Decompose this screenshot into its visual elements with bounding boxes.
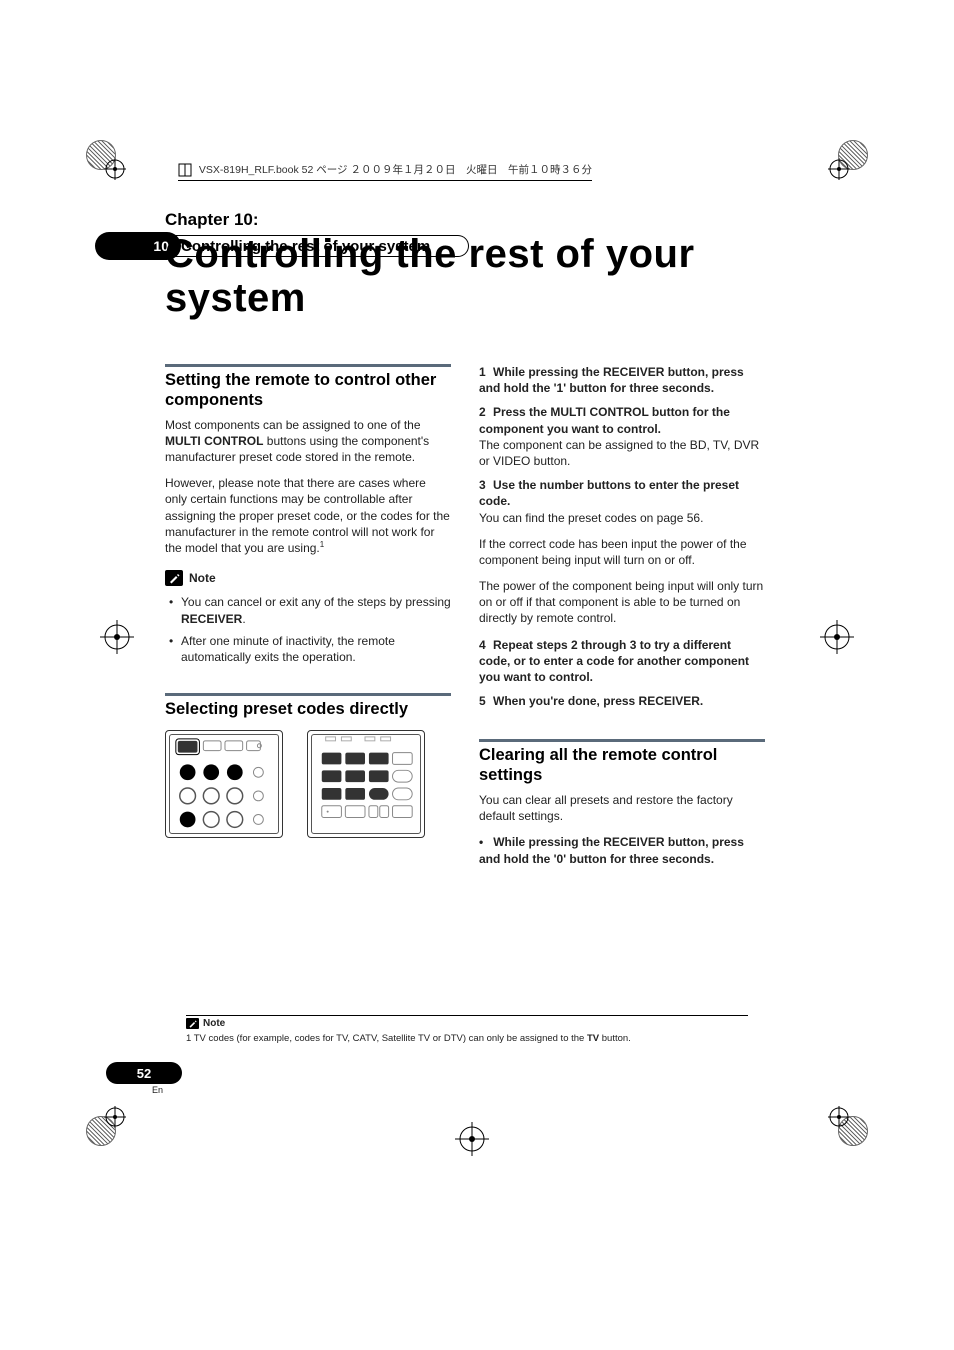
step-number: 3 bbox=[479, 477, 493, 493]
step-3: 3Use the number buttons to enter the pre… bbox=[479, 477, 765, 627]
step-body: If the correct code has been input the p… bbox=[479, 536, 765, 568]
remote-diagram-left bbox=[165, 730, 283, 838]
section-heading-preset-codes: Selecting preset codes directly bbox=[165, 700, 451, 720]
page-language: En bbox=[152, 1085, 163, 1095]
step-1: 1While pressing the RECEIVER button, pre… bbox=[479, 364, 765, 396]
crop-mark-mid-right bbox=[820, 620, 854, 659]
step-number: 5 bbox=[479, 693, 493, 709]
text-run: You can cancel or exit any of the steps … bbox=[181, 595, 451, 609]
pencil-note-icon bbox=[186, 1018, 199, 1029]
section-heading-clearing: Clearing all the remote control settings bbox=[479, 746, 765, 786]
footnote-ref: 1 bbox=[320, 540, 324, 549]
crop-mark-bottom-mid bbox=[455, 1122, 489, 1161]
text-run: 1 TV codes (for example, codes for TV, C… bbox=[186, 1033, 587, 1044]
footnote-text: 1 TV codes (for example, codes for TV, C… bbox=[186, 1033, 748, 1045]
pencil-note-icon bbox=[165, 570, 183, 586]
step-5: 5When you're done, press RECEIVER. bbox=[479, 693, 765, 709]
chapter-title: Controlling the rest of your system bbox=[165, 232, 765, 320]
step-body: You can find the preset codes on page 56… bbox=[479, 510, 765, 526]
chapter-label: Chapter 10: bbox=[165, 210, 765, 230]
step-4: 4Repeat steps 2 through 3 to try a diffe… bbox=[479, 637, 765, 686]
text-run: button. bbox=[599, 1033, 631, 1044]
note-bullet: After one minute of inactivity, the remo… bbox=[169, 633, 451, 665]
section-heading-remote-other: Setting the remote to control other comp… bbox=[165, 371, 451, 411]
text-bold: TV bbox=[587, 1033, 599, 1044]
text-bold: MULTI CONTROL bbox=[165, 434, 263, 448]
step-heading: When you're done, press RECEIVER. bbox=[493, 694, 703, 708]
paragraph: However, please note that there are case… bbox=[165, 475, 451, 556]
crop-mark-bottom-right bbox=[822, 1100, 868, 1146]
text-run: After one minute of inactivity, the remo… bbox=[181, 634, 395, 664]
text-bold: RECEIVER bbox=[181, 612, 242, 626]
note-block: Note You can cancel or exit any of the s… bbox=[165, 570, 451, 665]
note-label: Note bbox=[189, 570, 216, 586]
clear-step: • While pressing the RECEIVER button, pr… bbox=[479, 834, 765, 866]
section-rule bbox=[165, 364, 451, 367]
remote-diagrams bbox=[165, 730, 451, 838]
paragraph: Most components can be assigned to one o… bbox=[165, 417, 451, 466]
step-heading: Repeat steps 2 through 3 to try a differ… bbox=[479, 638, 749, 684]
crop-mark-top-left bbox=[86, 140, 132, 186]
page-number-badge: 52 bbox=[106, 1062, 182, 1084]
section-rule bbox=[165, 693, 451, 696]
step-body: The component can be assigned to the BD,… bbox=[479, 437, 765, 469]
right-column: 1While pressing the RECEIVER button, pre… bbox=[479, 364, 765, 877]
step-heading: While pressing the RECEIVER button, pres… bbox=[479, 365, 744, 395]
step-number: 1 bbox=[479, 364, 493, 380]
step-2: 2Press the MULTI CONTROL button for the … bbox=[479, 404, 765, 469]
section-rule bbox=[479, 739, 765, 742]
remote-diagram-right bbox=[307, 730, 425, 838]
crop-mark-bottom-left bbox=[86, 1100, 132, 1146]
step-heading: Press the MULTI CONTROL button for the c… bbox=[479, 405, 730, 435]
footnote-area: Note 1 TV codes (for example, codes for … bbox=[186, 1018, 748, 1045]
text-run: However, please note that there are case… bbox=[165, 476, 450, 555]
note-bullet: You can cancel or exit any of the steps … bbox=[169, 594, 451, 626]
footnote-label: Note bbox=[203, 1018, 225, 1029]
step-number: 2 bbox=[479, 404, 493, 420]
step-body: The power of the component being input w… bbox=[479, 578, 765, 627]
step-number: 4 bbox=[479, 637, 493, 653]
text-run: . bbox=[242, 612, 245, 626]
crop-mark-mid-left bbox=[100, 620, 134, 659]
text-run: Most components can be assigned to one o… bbox=[165, 418, 421, 432]
text-bold: While pressing the RECEIVER button, pres… bbox=[479, 835, 744, 865]
left-column: Setting the remote to control other comp… bbox=[165, 364, 451, 877]
crop-mark-top-right bbox=[822, 140, 868, 186]
step-heading: Use the number buttons to enter the pres… bbox=[479, 478, 739, 508]
footnote-rule bbox=[186, 1015, 748, 1016]
paragraph: You can clear all presets and restore th… bbox=[479, 792, 765, 824]
